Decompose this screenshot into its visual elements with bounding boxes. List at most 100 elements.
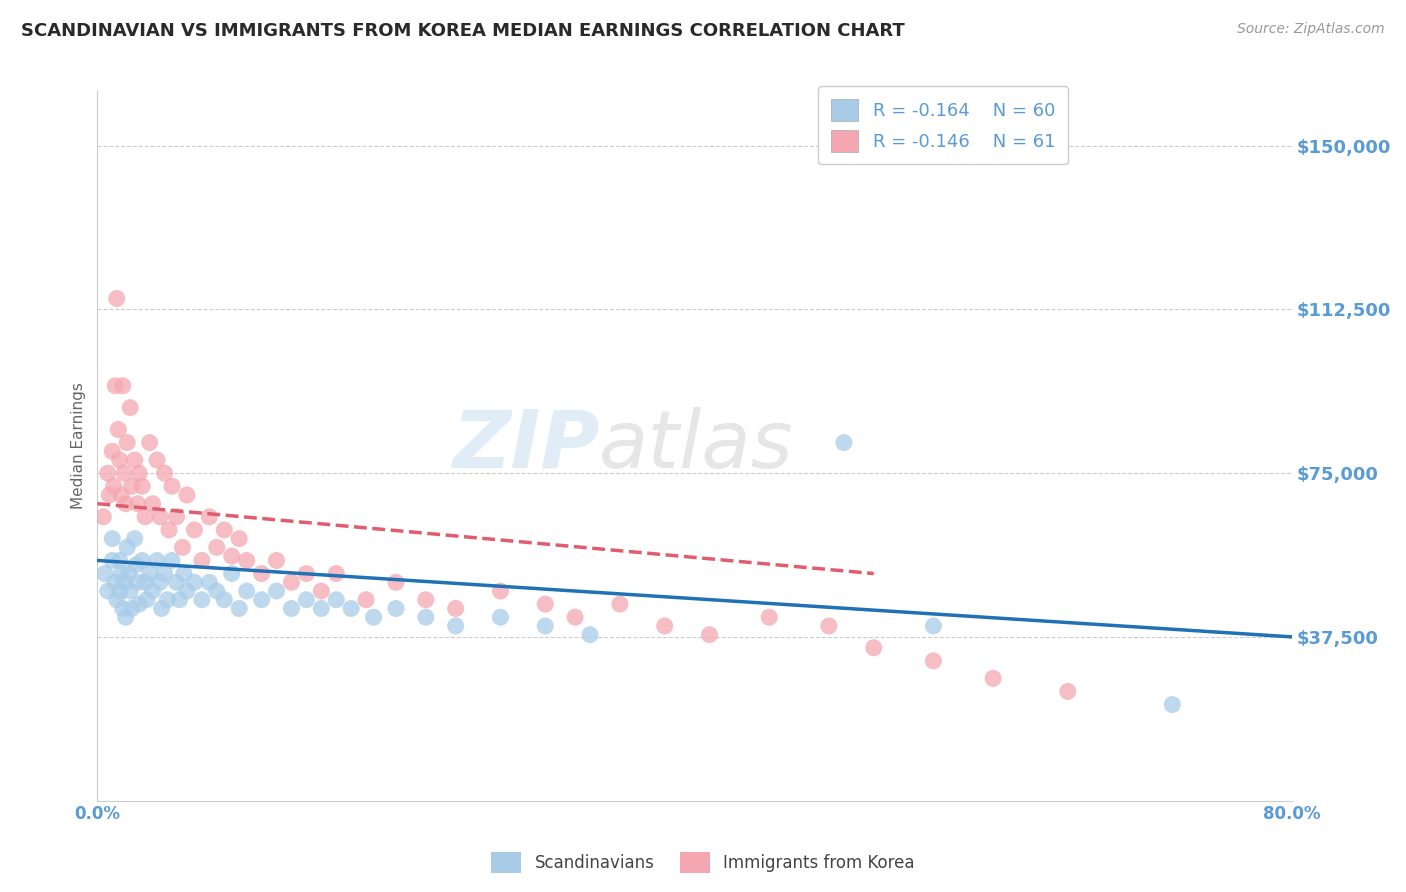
Point: [94, 566, 117, 581]
Point: [104, 575, 127, 590]
Point: [183, 523, 205, 537]
Point: [981, 671, 1004, 685]
Legend: Scandinavians, Immigrants from Korea: Scandinavians, Immigrants from Korea: [485, 846, 921, 880]
Point: [818, 619, 841, 633]
Point: [112, 466, 135, 480]
Point: [228, 601, 250, 615]
Point: [489, 584, 512, 599]
Point: [104, 379, 127, 393]
Point: [214, 592, 236, 607]
Point: [121, 601, 143, 615]
Point: [157, 523, 180, 537]
Point: [111, 601, 134, 615]
Point: [205, 541, 228, 555]
Point: [110, 488, 132, 502]
Point: [134, 509, 156, 524]
Point: [114, 610, 136, 624]
Point: [221, 566, 243, 581]
Text: SCANDINAVIAN VS IMMIGRANTS FROM KOREA MEDIAN EARNINGS CORRELATION CHART: SCANDINAVIAN VS IMMIGRANTS FROM KOREA ME…: [21, 22, 905, 40]
Point: [579, 628, 602, 642]
Point: [205, 584, 228, 599]
Point: [609, 597, 631, 611]
Point: [127, 497, 149, 511]
Point: [111, 379, 134, 393]
Point: [862, 640, 884, 655]
Point: [166, 575, 188, 590]
Point: [325, 566, 347, 581]
Point: [1161, 698, 1184, 712]
Point: [385, 601, 408, 615]
Point: [198, 575, 221, 590]
Point: [444, 601, 467, 615]
Point: [235, 553, 257, 567]
Point: [142, 497, 165, 511]
Point: [149, 575, 172, 590]
Point: [191, 592, 214, 607]
Point: [183, 575, 205, 590]
Text: atlas: atlas: [599, 407, 794, 485]
Point: [110, 566, 132, 581]
Point: [198, 509, 221, 524]
Point: [250, 592, 273, 607]
Text: ZIP: ZIP: [451, 407, 599, 485]
Point: [135, 592, 157, 607]
Point: [118, 566, 141, 581]
Point: [172, 541, 194, 555]
Point: [101, 553, 124, 567]
Point: [354, 592, 377, 607]
Point: [108, 453, 131, 467]
Point: [114, 497, 136, 511]
Point: [311, 601, 333, 615]
Point: [105, 292, 128, 306]
Point: [534, 619, 557, 633]
Point: [134, 575, 156, 590]
Point: [160, 553, 183, 567]
Point: [295, 592, 318, 607]
Point: [363, 610, 385, 624]
Point: [250, 566, 273, 581]
Text: Source: ZipAtlas.com: Source: ZipAtlas.com: [1237, 22, 1385, 37]
Point: [124, 453, 146, 467]
Point: [112, 575, 135, 590]
Point: [191, 553, 214, 567]
Point: [340, 601, 363, 615]
Point: [142, 584, 165, 599]
Point: [91, 509, 114, 524]
Point: [115, 435, 138, 450]
Point: [128, 597, 150, 611]
Point: [489, 610, 512, 624]
Point: [415, 610, 437, 624]
Point: [228, 532, 250, 546]
Point: [221, 549, 243, 563]
Point: [124, 532, 146, 546]
Point: [166, 509, 188, 524]
Point: [415, 592, 437, 607]
Point: [131, 553, 153, 567]
Point: [266, 553, 288, 567]
Point: [127, 575, 149, 590]
Point: [758, 610, 780, 624]
Point: [153, 466, 176, 480]
Point: [138, 435, 160, 450]
Point: [108, 584, 131, 599]
Point: [121, 479, 143, 493]
Point: [311, 584, 333, 599]
Point: [97, 466, 120, 480]
Point: [266, 584, 288, 599]
Point: [120, 584, 142, 599]
Point: [280, 575, 302, 590]
Point: [107, 422, 129, 436]
Point: [654, 619, 676, 633]
Legend: R = -0.164    N = 60, R = -0.146    N = 61: R = -0.164 N = 60, R = -0.146 N = 61: [818, 86, 1067, 164]
Point: [385, 575, 408, 590]
Point: [108, 553, 131, 567]
Point: [156, 592, 179, 607]
Point: [125, 558, 148, 572]
Point: [325, 592, 347, 607]
Point: [922, 619, 945, 633]
Point: [1056, 684, 1078, 698]
Point: [534, 597, 557, 611]
Point: [120, 401, 142, 415]
Point: [105, 592, 128, 607]
Point: [149, 509, 172, 524]
